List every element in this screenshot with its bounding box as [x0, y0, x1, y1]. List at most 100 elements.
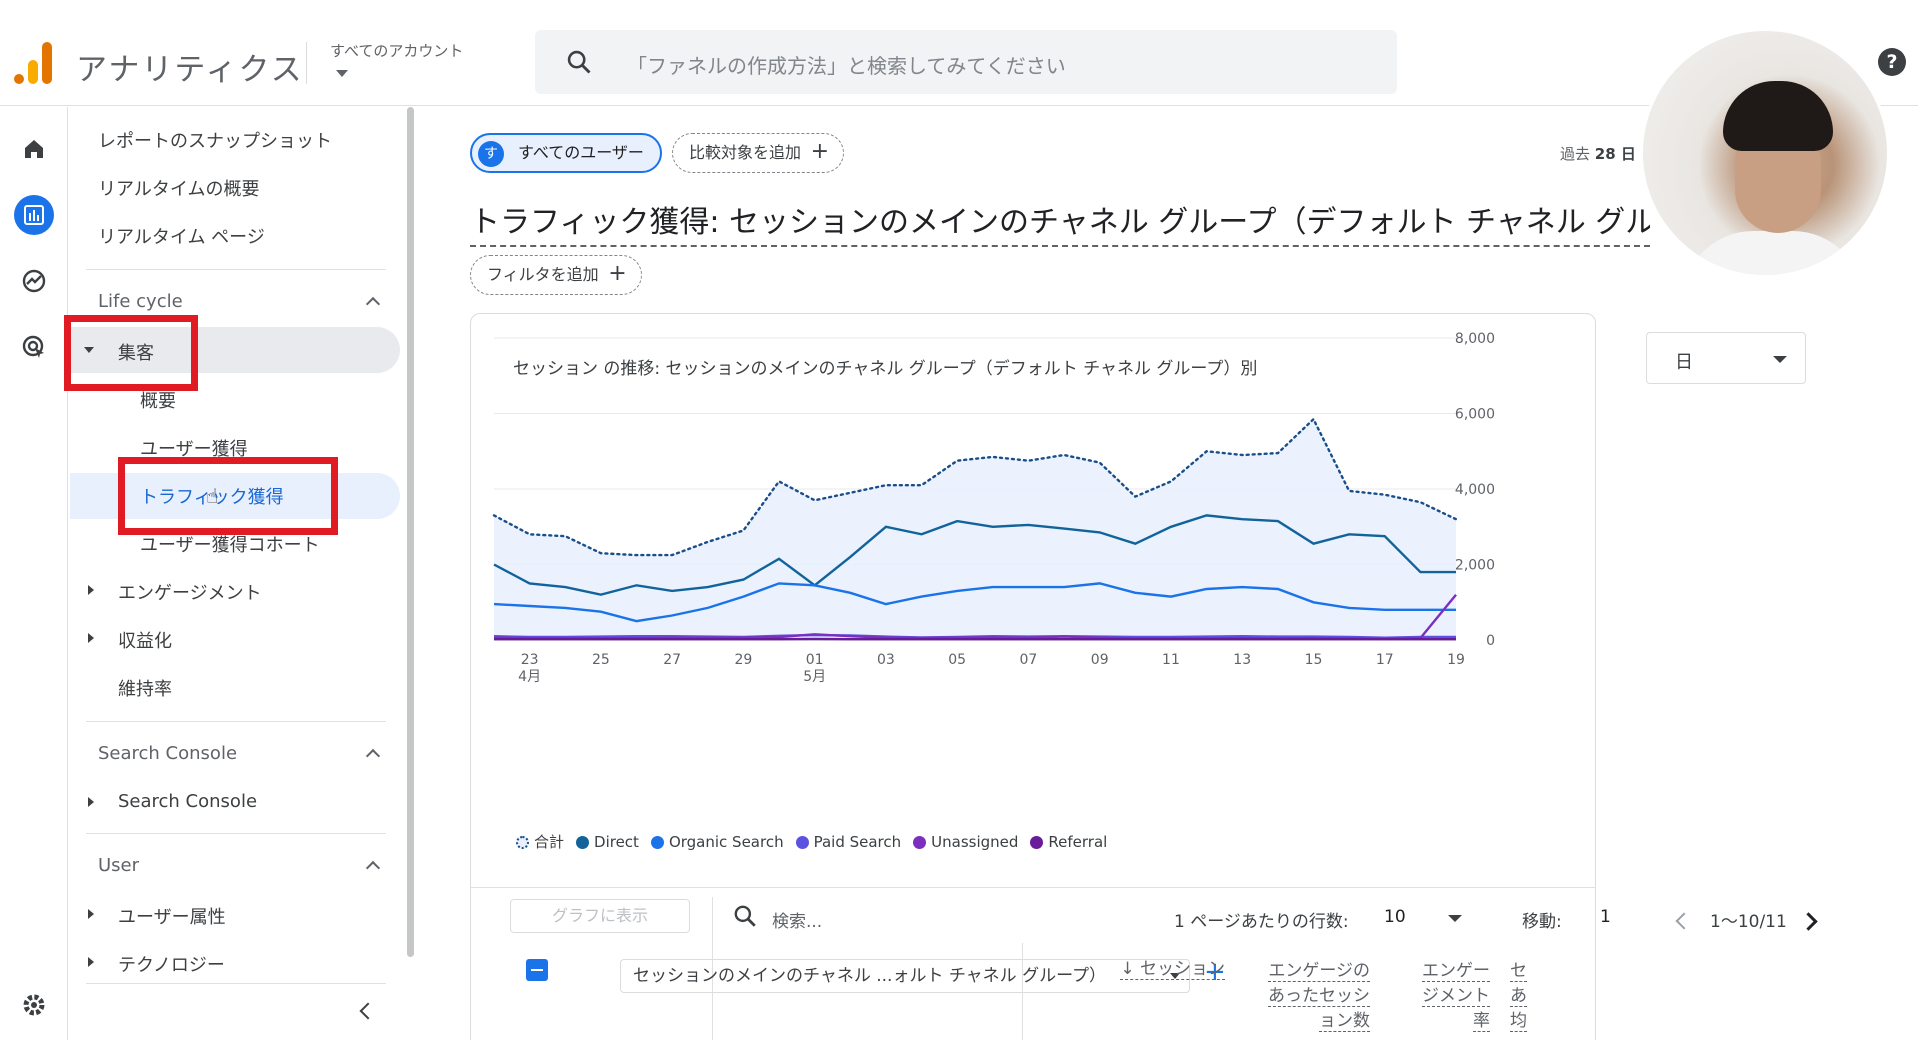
- legend-item[interactable]: Direct: [576, 833, 639, 851]
- nav-item-engagement[interactable]: エンゲージメント: [118, 583, 262, 604]
- expand-right-icon[interactable]: [88, 633, 94, 643]
- sidebar-scrollbar[interactable]: [407, 107, 414, 957]
- x-tick-label: 25: [592, 652, 610, 668]
- legend-label: Referral: [1048, 833, 1108, 851]
- analytics-logo-icon[interactable]: [14, 42, 54, 84]
- divider: [306, 42, 307, 84]
- legend-dot-icon: [576, 836, 590, 849]
- section-search-console[interactable]: Search Console: [98, 743, 238, 764]
- goto-input[interactable]: 1: [1600, 907, 1611, 927]
- chevron-down-icon[interactable]: [336, 70, 348, 77]
- expand-down-icon[interactable]: [84, 347, 94, 353]
- column-header-engaged-sessions[interactable]: エンゲージの あったセッシ ョン数: [1200, 959, 1370, 1034]
- nav-item-realtime-pages[interactable]: リアルタイム ページ: [98, 227, 265, 248]
- help-icon[interactable]: ?: [1878, 48, 1906, 76]
- add-comparison-button[interactable]: 比較対象を追加 +: [672, 133, 845, 173]
- rows-per-page-select[interactable]: 10: [1384, 907, 1406, 927]
- acquisition-highlight: [70, 327, 400, 373]
- report-main: す すべてのユーザー 比較対象を追加 + 過去 28 日 トラフィック獲得: セ…: [430, 107, 1918, 1040]
- add-filter-button[interactable]: フィルタを追加 +: [470, 255, 642, 295]
- granularity-value: 日: [1675, 352, 1693, 373]
- nav-item-snapshot[interactable]: レポートのスナップショット: [98, 131, 332, 152]
- column-header-text: エンゲー: [1422, 961, 1490, 982]
- x-tick-label: 03: [877, 652, 895, 668]
- nav-item-traffic-acquisition[interactable]: トラフィック獲得: [140, 487, 284, 508]
- x-tick-label: 15: [1305, 652, 1323, 668]
- nav-item-user-acquisition[interactable]: ユーザー獲得: [140, 439, 248, 460]
- date-range-prefix: 過去: [1560, 145, 1591, 163]
- column-header-engagement-rate[interactable]: エンゲー ジメント 率: [1350, 959, 1490, 1034]
- account-selector[interactable]: すべてのアカウント: [330, 42, 464, 60]
- legend-item[interactable]: Organic Search: [650, 833, 784, 851]
- x-tick-label: 17: [1376, 652, 1394, 668]
- report-sidebar: レポートのスナップショット リアルタイムの概要 リアルタイム ページ Life …: [64, 107, 420, 1040]
- legend-item[interactable]: Unassigned: [913, 833, 1018, 851]
- search-icon: [567, 50, 591, 74]
- nav-item-retention[interactable]: 維持率: [118, 679, 172, 700]
- legend-item[interactable]: 合計: [516, 831, 564, 852]
- app-title: アナリティクス: [76, 52, 304, 88]
- date-range-picker[interactable]: 過去 28 日: [1560, 143, 1636, 164]
- next-page-icon[interactable]: [1799, 912, 1818, 931]
- legend-item[interactable]: Referral: [1030, 833, 1107, 851]
- chevron-up-icon[interactable]: [365, 860, 381, 876]
- section-lifecycle[interactable]: Life cycle: [98, 291, 183, 312]
- series-line-total: [492, 417, 1458, 557]
- section-user[interactable]: User: [98, 855, 140, 876]
- x-tick-sublabel: 4月: [518, 669, 541, 685]
- previous-page-icon[interactable]: [1675, 912, 1693, 930]
- nav-item-search-console[interactable]: Search Console: [118, 791, 258, 812]
- settings-icon[interactable]: [14, 985, 54, 1025]
- table-search-input[interactable]: 検索...: [772, 912, 823, 932]
- column-header-sessions[interactable]: ↓ セッション: [1060, 957, 1225, 982]
- column-header-text: 率: [1473, 1011, 1490, 1032]
- advertising-icon[interactable]: [14, 327, 54, 367]
- reports-icon[interactable]: [14, 195, 54, 235]
- granularity-select[interactable]: 日: [1646, 332, 1806, 384]
- divider: [470, 887, 1596, 888]
- nav-item-demographics[interactable]: ユーザー属性: [118, 907, 226, 928]
- expand-right-icon[interactable]: [88, 585, 94, 595]
- plot-rows-button[interactable]: グラフに表示: [510, 899, 690, 933]
- nav-item-realtime-overview[interactable]: リアルタイムの概要: [98, 179, 260, 200]
- chevron-down-icon[interactable]: [1170, 973, 1180, 979]
- nav-item-overview[interactable]: 概要: [140, 391, 176, 412]
- column-header-avg[interactable]: セ あ 均: [1510, 959, 1570, 1034]
- expand-right-icon[interactable]: [88, 957, 94, 967]
- chevron-up-icon[interactable]: [365, 296, 381, 312]
- collapse-sidebar-icon[interactable]: [359, 1002, 377, 1020]
- add-dimension-icon[interactable]: +: [1204, 957, 1226, 987]
- nav-item-user-acquisition-cohort[interactable]: ユーザー獲得コホート: [140, 535, 320, 556]
- y-tick-label: 0: [1486, 633, 1495, 649]
- segment-chip-all-users[interactable]: す すべてのユーザー: [470, 133, 662, 173]
- page-range: 1〜10/11: [1710, 912, 1787, 932]
- nav-rail: [0, 107, 68, 1040]
- series-line-direct: [493, 514, 1456, 596]
- column-header-text: セ: [1510, 961, 1527, 982]
- column-header-text: ジメント: [1422, 986, 1490, 1007]
- legend-item[interactable]: Paid Search: [795, 833, 901, 851]
- dimension-select[interactable]: セッションのメインのチャネル ...ォルト チャネル グループ）: [620, 959, 1190, 993]
- legend-label: Direct: [594, 833, 639, 851]
- expand-right-icon[interactable]: [88, 909, 94, 919]
- explore-icon[interactable]: [14, 261, 54, 301]
- legend-dot-icon: [516, 836, 529, 849]
- legend-label: Organic Search: [668, 833, 784, 851]
- chevron-up-icon[interactable]: [365, 748, 381, 764]
- nav-item-acquisition[interactable]: 集客: [118, 343, 154, 364]
- column-header-text: 均: [1510, 1011, 1527, 1032]
- nav-item-monetization[interactable]: 収益化: [118, 631, 172, 652]
- expand-right-icon[interactable]: [88, 797, 94, 807]
- nav-item-technology[interactable]: テクノロジー: [118, 955, 225, 976]
- divider: [86, 721, 386, 722]
- legend-label: Unassigned: [931, 833, 1019, 851]
- x-tick-label: 09: [1091, 652, 1109, 668]
- select-all-checkbox[interactable]: [526, 959, 548, 981]
- home-icon[interactable]: [14, 129, 54, 169]
- segment-chip-label: すべてのユーザー: [518, 143, 644, 162]
- search-input[interactable]: 「ファネルの作成方法」と検索してみてください: [535, 30, 1397, 94]
- divider: [712, 897, 713, 1040]
- chevron-down-icon[interactable]: [1448, 915, 1462, 922]
- add-filter-label: フィルタを追加: [487, 265, 599, 284]
